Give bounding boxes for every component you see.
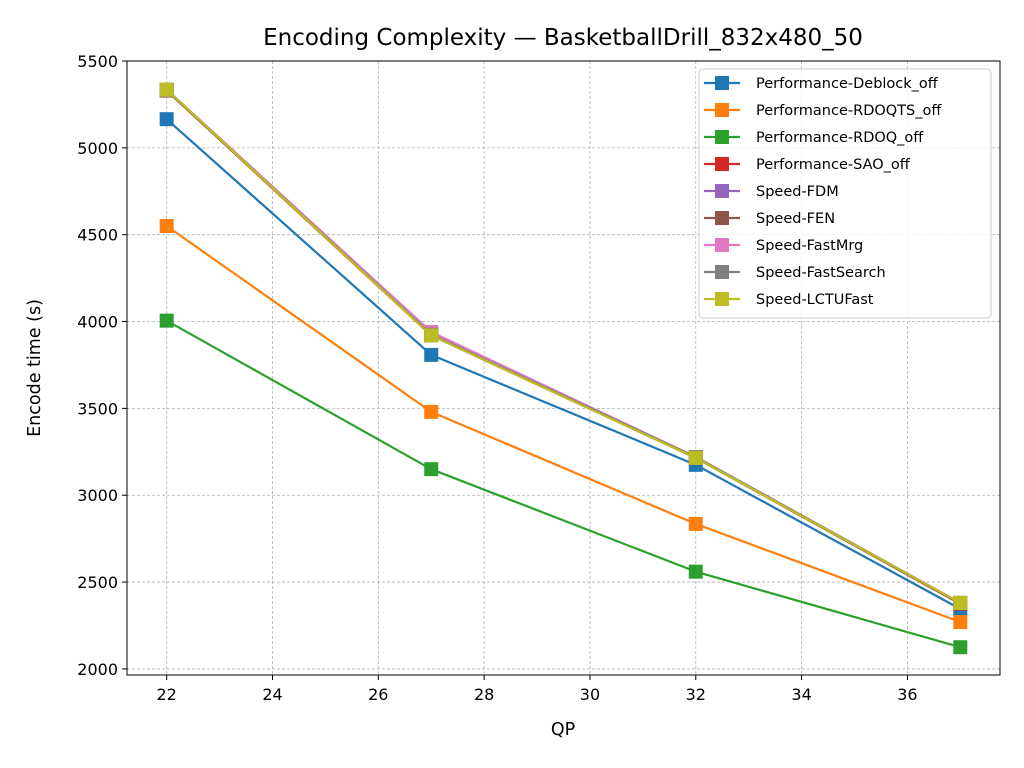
data-point-marker xyxy=(953,615,968,630)
legend-marker xyxy=(715,103,729,117)
x-tick-label: 36 xyxy=(897,685,917,704)
legend-label: Speed-FastMrg xyxy=(756,238,863,254)
data-point-marker xyxy=(424,462,439,477)
series-line xyxy=(165,88,961,604)
y-tick-label: 4500 xyxy=(77,226,118,245)
x-tick-label: 22 xyxy=(157,685,177,704)
y-tick-label: 5500 xyxy=(77,52,118,71)
data-point-marker xyxy=(159,313,174,328)
legend-item: Speed-FDM xyxy=(704,184,839,200)
y-tick-label: 5000 xyxy=(77,139,118,158)
legend-marker xyxy=(715,238,729,252)
data-point-marker xyxy=(688,516,703,531)
legend-label: Speed-FDM xyxy=(756,184,839,200)
x-axis-ticks: 22 24 26 28 30 32 34 36 xyxy=(157,675,918,704)
legend-label: Performance-SAO_off xyxy=(756,157,911,173)
data-point-marker xyxy=(688,450,703,465)
legend-marker xyxy=(715,184,729,198)
legend-frame xyxy=(698,68,992,319)
legend-item: Speed-FastSearch xyxy=(704,265,886,281)
y-axis-label: Encode time (s) xyxy=(25,299,45,437)
legend-marker xyxy=(715,76,729,90)
legend-label: Speed-FastSearch xyxy=(756,265,886,281)
x-tick-label: 28 xyxy=(474,685,494,704)
data-point-marker xyxy=(688,564,703,579)
legend-marker xyxy=(715,265,729,279)
x-axis-label: QP xyxy=(551,720,575,740)
data-point-marker xyxy=(424,404,439,419)
legend-item: Speed-FEN xyxy=(704,211,835,227)
legend-marker xyxy=(715,130,729,144)
legend-label: Speed-LCTUFast xyxy=(756,292,874,308)
chart-title: Encoding Complexity — BasketballDrill_83… xyxy=(263,25,863,51)
data-point-marker xyxy=(424,328,439,343)
legend-label: Performance-Deblock_off xyxy=(756,76,939,92)
legend-item: Speed-FastMrg xyxy=(704,238,863,254)
data-point-marker xyxy=(953,595,968,610)
data-point-marker xyxy=(953,640,968,655)
data-point-marker xyxy=(159,112,174,127)
series-layer xyxy=(159,82,968,655)
x-tick-label: 32 xyxy=(686,685,706,704)
series-8 xyxy=(159,82,968,610)
legend-marker xyxy=(715,292,729,306)
x-tick-label: 24 xyxy=(262,685,282,704)
plot-frame xyxy=(126,60,1001,676)
legend-label: Performance-RDOQTS_off xyxy=(756,103,942,119)
y-tick-label: 2500 xyxy=(77,573,118,592)
y-tick-label: 3000 xyxy=(77,486,118,505)
legend-item: Performance-RDOQTS_off xyxy=(704,103,942,119)
series-line xyxy=(166,225,961,624)
series-1 xyxy=(159,219,968,630)
legend: Performance-Deblock_off Performance-RDOQT… xyxy=(698,68,992,319)
data-point-marker xyxy=(424,347,439,362)
legend-item: Performance-SAO_off xyxy=(704,157,911,173)
legend-item: Speed-LCTUFast xyxy=(704,292,874,308)
legend-marker xyxy=(715,211,729,225)
x-tick-label: 34 xyxy=(791,685,811,704)
y-tick-label: 4000 xyxy=(77,313,118,332)
legend-item: Performance-Deblock_off xyxy=(704,76,939,92)
legend-item: Performance-RDOQ_off xyxy=(704,130,924,146)
y-axis-ticks: 2000 2500 3000 3500 4000 4500 5000 5500 xyxy=(77,52,127,679)
data-point-marker xyxy=(159,219,174,234)
series-2 xyxy=(159,313,968,655)
data-point-marker xyxy=(159,82,174,97)
legend-marker xyxy=(715,157,729,171)
y-tick-label: 3500 xyxy=(77,399,118,418)
series-line xyxy=(166,319,961,649)
legend-label: Performance-RDOQ_off xyxy=(756,130,924,146)
x-tick-label: 26 xyxy=(368,685,388,704)
y-tick-label: 2000 xyxy=(77,660,118,679)
x-tick-label: 30 xyxy=(580,685,600,704)
series-line xyxy=(165,118,961,610)
legend-label: Speed-FEN xyxy=(756,211,835,227)
